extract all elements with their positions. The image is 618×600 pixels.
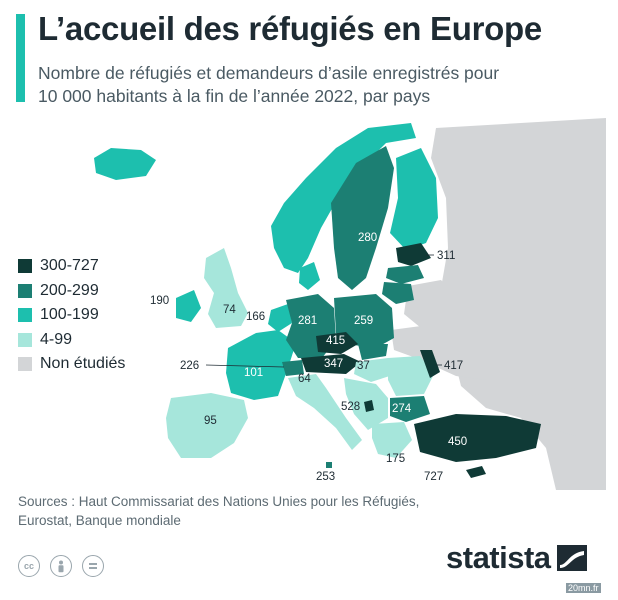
value-bulgaria: 274 [392, 403, 412, 415]
country-hungary [354, 358, 396, 382]
value-hungary: 37 [357, 360, 370, 372]
legend-label: 200-299 [40, 281, 99, 299]
country-uk [204, 248, 248, 328]
value-netherlands: 166 [246, 311, 265, 323]
value-italy: 64 [298, 373, 311, 385]
country-moldova [420, 350, 440, 378]
statista-logo[interactable]: statista [446, 540, 587, 576]
legend-swatch [18, 283, 32, 298]
country-turkey [414, 414, 541, 462]
country-belarus [404, 280, 456, 328]
leader-line-switzerland [205, 364, 285, 368]
equals-icon [89, 563, 97, 569]
legend-swatch [18, 357, 32, 372]
sources-line-2: Eurostat, Banque mondiale [18, 513, 181, 528]
country-montenegro [364, 400, 374, 412]
title-accent-bar [16, 14, 25, 102]
europe-map: 280 311 190 74 166 281 259 415 347 226 1… [16, 118, 606, 490]
legend-item-300-727: 300-727 [18, 254, 125, 279]
country-czechia [316, 332, 358, 354]
value-cyprus: 727 [424, 471, 443, 483]
legend-item-non-etudies: Non étudiés [18, 352, 125, 377]
legend-item-100-199: 100-199 [18, 303, 125, 328]
value-switzerland: 226 [180, 360, 199, 372]
country-iceland [94, 148, 156, 180]
europe-map-svg: 280 311 190 74 166 281 259 415 347 226 1… [94, 118, 606, 490]
legend-swatch [18, 259, 32, 274]
value-uk: 74 [223, 304, 236, 316]
value-austria: 347 [324, 358, 343, 370]
country-ireland [176, 290, 201, 322]
value-greece: 175 [386, 453, 405, 465]
country-romania [388, 356, 434, 396]
country-ukraine [391, 324, 506, 380]
cc-icon[interactable]: cc [18, 555, 40, 577]
value-germany: 281 [298, 315, 317, 327]
country-spain [166, 393, 248, 458]
country-denmark [299, 262, 320, 290]
map-legend: 300-727 200-299 100-199 4-99 Non étudiés [18, 254, 125, 377]
value-malta: 253 [316, 471, 335, 483]
country-sweden [331, 146, 394, 290]
brand-name: statista [446, 540, 551, 575]
value-ireland: 190 [150, 295, 169, 307]
infographic-subtitle: Nombre de réfugiés et demandeurs d’asile… [38, 62, 608, 108]
subtitle-line-2: 10 000 habitants à la fin de l’année 202… [38, 86, 431, 106]
value-poland: 259 [354, 315, 373, 327]
legend-label: Non étudiés [40, 355, 126, 373]
statista-mark-icon [556, 545, 587, 571]
credit-watermark: 20mn.fr [566, 583, 601, 593]
value-moldova: 417 [444, 360, 463, 372]
country-malta [326, 462, 332, 468]
legend-item-4-99: 4-99 [18, 328, 125, 353]
legend-label: 300-727 [40, 257, 99, 275]
subtitle-line-1: Nombre de réfugiés et demandeurs d’asile… [38, 63, 500, 83]
value-france: 101 [244, 367, 263, 379]
value-montenegro: 528 [341, 401, 360, 413]
legend-label: 4-99 [40, 330, 73, 348]
license-icons: cc [18, 555, 114, 577]
country-italy [288, 374, 362, 450]
sources-line-1: Sources : Haut Commissariat des Nations … [18, 494, 420, 509]
country-cyprus [466, 466, 486, 478]
value-sweden: 280 [358, 232, 377, 244]
attribution-icon[interactable] [50, 555, 72, 577]
country-slovakia [358, 344, 388, 360]
country-france [226, 330, 296, 400]
country-austria [301, 354, 361, 374]
no-derivatives-icon[interactable] [82, 555, 104, 577]
value-spain: 95 [204, 415, 217, 427]
value-estonia: 311 [437, 250, 455, 262]
country-lithuania [382, 282, 414, 304]
country-finland [390, 148, 438, 250]
country-norway [271, 123, 416, 273]
country-estonia [396, 243, 431, 266]
legend-swatch [18, 332, 32, 347]
value-czechia: 415 [326, 335, 345, 347]
sources-note: Sources : Haut Commissariat des Nations … [18, 492, 538, 530]
country-switzerland [282, 360, 304, 376]
country-greece [372, 422, 412, 458]
legend-label: 100-199 [40, 306, 99, 324]
value-turkey: 450 [448, 436, 467, 448]
legend-item-200-299: 200-299 [18, 279, 125, 304]
country-latvia [386, 265, 424, 284]
country-bulgaria [390, 396, 430, 422]
country-poland [334, 294, 394, 348]
country-caucasus [516, 388, 596, 436]
country-netherlands [268, 304, 292, 332]
legend-swatch [18, 308, 32, 323]
infographic-title: L’accueil des réfugiés en Europe [38, 10, 542, 47]
person-icon [58, 560, 64, 572]
